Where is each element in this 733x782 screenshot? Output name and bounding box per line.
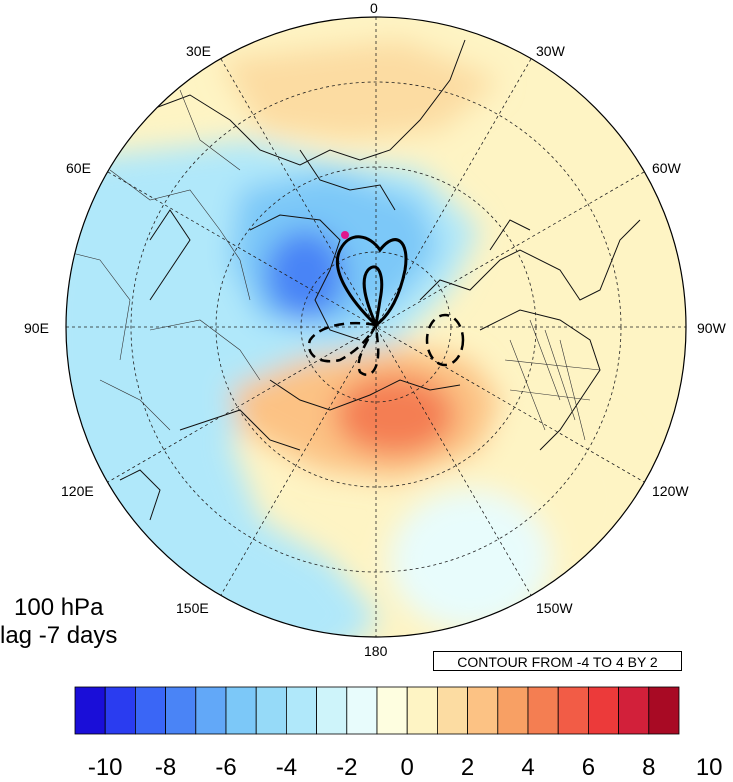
colorbar <box>74 686 680 735</box>
map-border <box>65 16 687 638</box>
colorbar-swatch <box>104 686 136 735</box>
colorbar-swatch <box>588 686 620 735</box>
reference-marker <box>341 231 349 239</box>
colorbar-swatch <box>376 686 408 735</box>
lon-label-60e: 60E <box>66 160 91 176</box>
colorbar-swatch <box>74 686 106 735</box>
colorbar-swatch <box>195 686 227 735</box>
colorbar-swatch <box>406 686 438 735</box>
warm-anomaly-max <box>335 375 455 455</box>
level-caption: 100 hPa <box>14 594 104 621</box>
colorbar-swatch <box>618 686 650 735</box>
lon-label-60w: 60W <box>652 160 681 176</box>
colorbar-swatch <box>316 686 348 735</box>
colorbar-tick-label: -2 <box>336 754 358 781</box>
lon-label-150e: 150E <box>176 600 209 616</box>
colorbar-tick-label: 6 <box>581 754 596 781</box>
colorbar-tick-label: 4 <box>521 754 535 781</box>
lag-caption: lag -7 days <box>0 622 118 649</box>
colorbar-swatch <box>285 686 317 735</box>
colorbar-tick-label: -8 <box>154 754 177 781</box>
lon-label-180: 180 <box>364 643 388 659</box>
lon-label-30e: 30E <box>186 43 211 59</box>
colorbar-tick-label: 0 <box>400 754 414 781</box>
colorbar-tick-label: -10 <box>87 754 123 781</box>
colorbar-tick-label: 10 <box>695 754 723 781</box>
lon-label-120w: 120W <box>652 483 689 499</box>
coastlines <box>119 39 641 521</box>
colorbar-tick-label: 2 <box>460 754 475 781</box>
colorbar-swatch <box>346 686 378 735</box>
graticule <box>66 17 686 637</box>
contour-overlay <box>307 235 465 376</box>
lon-label-90e: 90E <box>24 320 49 336</box>
colorbar-tick-label: 8 <box>642 754 656 781</box>
colorbar-swatch <box>255 686 287 735</box>
colorbar-swatch <box>135 686 167 735</box>
colorbar-swatch <box>225 686 257 735</box>
colorbar-tick-label: -4 <box>275 754 298 781</box>
colorbar-tick-label: -6 <box>215 754 237 781</box>
colorbar-swatch <box>648 686 680 735</box>
lon-label-150w: 150W <box>536 600 573 616</box>
country-borders <box>66 89 601 441</box>
colorbar-swatch <box>436 686 468 735</box>
lon-label-90w: 90W <box>697 320 726 336</box>
lon-label-0: 0 <box>370 0 378 16</box>
cold-anomaly-min <box>265 230 345 320</box>
warm-anomaly-north <box>220 40 500 140</box>
lon-label-30w: 30W <box>536 43 565 59</box>
colorbar-swatch <box>497 686 529 735</box>
neutral-southeast <box>390 490 550 630</box>
colorbar-swatch <box>467 686 499 735</box>
lon-label-120e: 120E <box>61 483 94 499</box>
colorbar-swatch <box>527 686 559 735</box>
colorbar-swatch <box>165 686 197 735</box>
colorbar-swatch <box>557 686 589 735</box>
contour-info-box: CONTOUR FROM -4 TO 4 BY 2 <box>433 651 682 671</box>
cold-anomaly-west <box>66 210 170 450</box>
